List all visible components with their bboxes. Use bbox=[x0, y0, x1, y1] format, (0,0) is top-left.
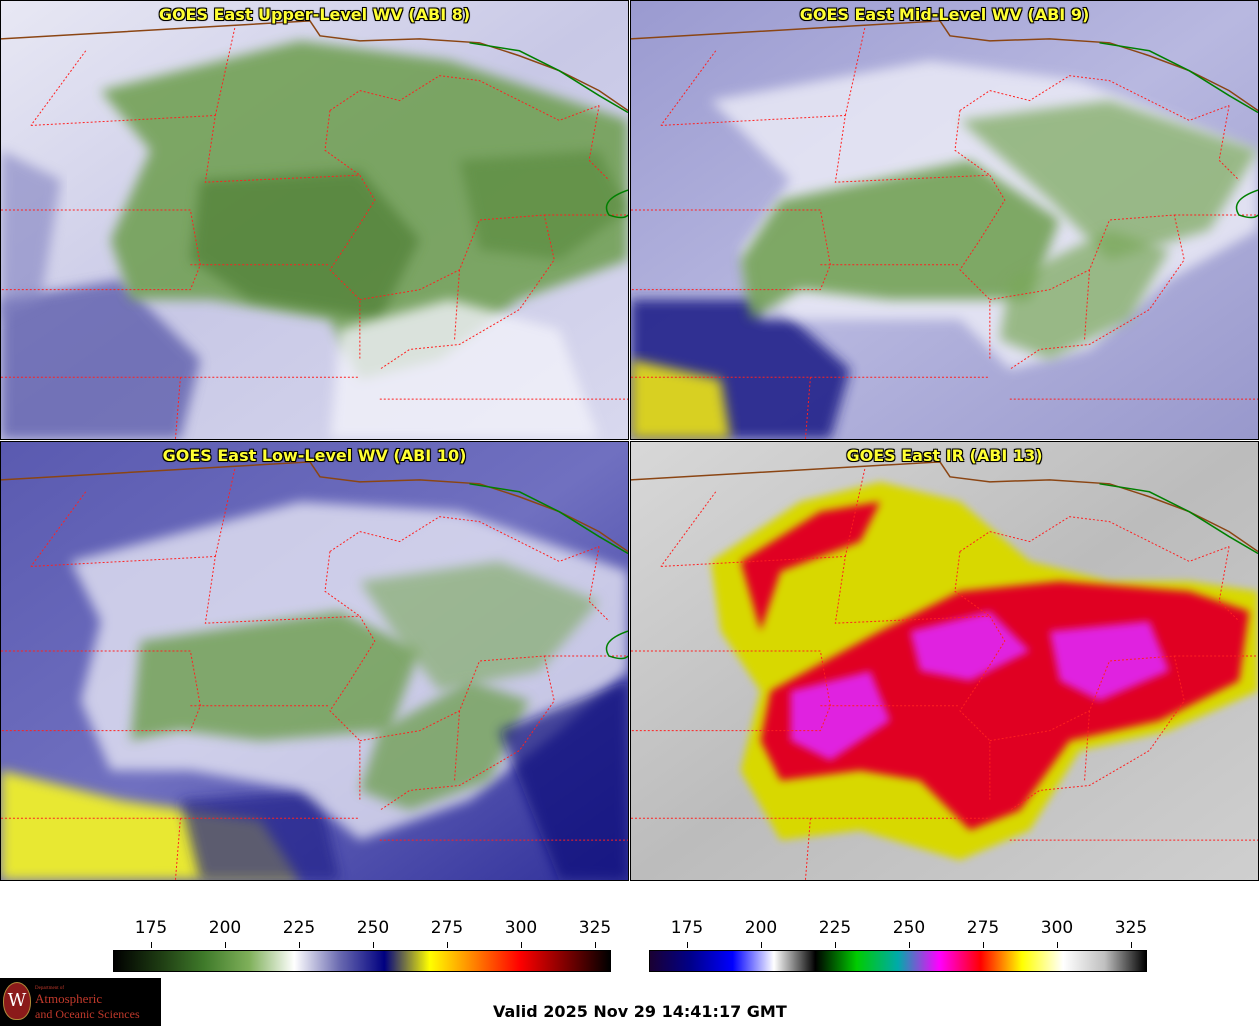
tick-label: 300 bbox=[504, 918, 538, 938]
ir-image bbox=[631, 442, 1258, 880]
panel-title: GOES East Mid-Level WV (ABI 9) bbox=[799, 5, 1090, 24]
logo-line-3: and Oceanic Sciences bbox=[35, 1007, 140, 1021]
logo-line-1: Department of bbox=[35, 986, 65, 991]
panel-title: GOES East IR (ABI 13) bbox=[846, 446, 1043, 465]
tick-label: 275 bbox=[966, 918, 1000, 938]
valid-time: Valid 2025 Nov 29 14:41:17 GMT bbox=[493, 1002, 787, 1021]
panel-title: GOES East Upper-Level WV (ABI 8) bbox=[158, 5, 471, 24]
aos-logo: W Department of Atmospheric and Oceanic … bbox=[0, 978, 161, 1026]
upper-level-wv-panel: GOES East Upper-Level WV (ABI 8) bbox=[0, 0, 629, 440]
wv-colorbar bbox=[113, 950, 611, 972]
tick-label: 300 bbox=[1040, 918, 1074, 938]
ir-colorbar bbox=[649, 950, 1147, 972]
ir-colorbar-ticks: 175 200 225 250 275 300 325 bbox=[649, 918, 1147, 948]
low-level-wv-image bbox=[1, 442, 628, 880]
tick-label: 275 bbox=[430, 918, 464, 938]
wv-colorbar-ticks: 175 200 225 250 275 300 325 bbox=[113, 918, 611, 948]
tick-label: 250 bbox=[892, 918, 926, 938]
tick-label: 175 bbox=[134, 918, 168, 938]
tick-label: 325 bbox=[578, 918, 612, 938]
panel-title: GOES East Low-Level WV (ABI 10) bbox=[162, 446, 467, 465]
tick-label: 225 bbox=[818, 918, 852, 938]
ir-panel: GOES East IR (ABI 13) bbox=[630, 441, 1259, 881]
mid-level-wv-panel: GOES East Mid-Level WV (ABI 9) bbox=[630, 0, 1259, 440]
uw-crest-icon: W bbox=[3, 982, 31, 1020]
tick-label: 225 bbox=[282, 918, 316, 938]
tick-label: 250 bbox=[356, 918, 390, 938]
low-level-wv-panel: GOES East Low-Level WV (ABI 10) bbox=[0, 441, 629, 881]
mid-level-wv-image bbox=[631, 1, 1258, 439]
logo-line-2: Atmospheric bbox=[35, 991, 103, 1006]
tick-label: 200 bbox=[744, 918, 778, 938]
tick-label: 175 bbox=[670, 918, 704, 938]
upper-level-wv-image bbox=[1, 1, 628, 439]
tick-label: 325 bbox=[1114, 918, 1148, 938]
tick-label: 200 bbox=[208, 918, 242, 938]
